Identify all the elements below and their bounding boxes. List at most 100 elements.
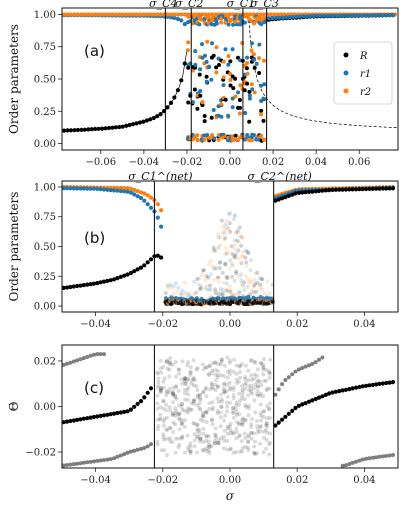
data-point-R <box>252 65 257 70</box>
faded-point <box>179 377 184 382</box>
faded-point <box>186 406 191 411</box>
faded-point <box>201 418 205 423</box>
data-point-r2 <box>117 12 122 17</box>
faded-point <box>188 451 193 456</box>
data-point-lower <box>102 458 106 462</box>
faded-point <box>213 267 218 272</box>
faded-point <box>249 377 254 382</box>
faded-point <box>221 291 226 296</box>
faded-point <box>239 261 244 266</box>
faded-point <box>244 264 249 269</box>
panel-b-points <box>62 184 396 307</box>
data-point-R <box>78 283 83 288</box>
faded-point <box>158 366 163 371</box>
faded-point <box>256 384 260 389</box>
data-point-R <box>200 103 205 108</box>
data-point-r2 <box>221 59 226 64</box>
faded-point <box>164 415 169 420</box>
faded-point <box>161 419 166 424</box>
faded-point <box>220 292 225 297</box>
data-point-r2 <box>202 137 207 142</box>
faded-point <box>179 436 184 441</box>
faded-point <box>197 392 202 397</box>
data-point-r1 <box>226 113 231 118</box>
data-point-middle <box>91 414 96 420</box>
faded-point <box>227 221 232 226</box>
faded-point <box>243 404 248 409</box>
data-point-r1 <box>205 133 210 137</box>
faded-point <box>237 391 242 396</box>
faded-point <box>182 424 187 429</box>
data-point-r2 <box>251 52 256 57</box>
data-point-middle <box>142 395 147 400</box>
data-point-R <box>296 190 301 195</box>
faded-point <box>192 401 197 406</box>
faded-point <box>230 261 235 266</box>
faded-point <box>176 367 181 372</box>
faded-point <box>192 378 197 383</box>
faded-point <box>235 381 239 386</box>
faded-point <box>197 439 202 444</box>
faded-point <box>228 431 233 436</box>
faded-point <box>210 407 215 412</box>
panel-c-points <box>62 352 396 468</box>
data-point-r1 <box>88 186 93 191</box>
x-tick-label: −0.02 <box>147 319 178 330</box>
faded-point <box>237 412 242 417</box>
faded-point <box>192 444 197 449</box>
faded-point <box>239 234 244 239</box>
faded-point <box>192 432 197 437</box>
data-point-r1 <box>193 62 198 67</box>
data-point-r1 <box>209 77 214 82</box>
faded-point <box>231 393 236 398</box>
faded-point <box>239 272 244 277</box>
data-point-r1 <box>247 93 252 98</box>
faded-point <box>207 445 212 450</box>
faded-point <box>201 390 205 395</box>
data-point-lower <box>118 453 123 458</box>
faded-point <box>183 397 187 402</box>
faded-point <box>199 286 204 291</box>
data-point-R <box>261 118 266 123</box>
data-point-r1 <box>226 62 231 67</box>
data-point-R <box>350 187 355 192</box>
data-point-r2 <box>233 94 238 99</box>
faded-point <box>252 398 257 403</box>
data-point-r2 <box>148 195 154 200</box>
data-point-r1 <box>81 186 86 191</box>
data-point-r1 <box>254 61 259 66</box>
data-point-R <box>197 72 202 77</box>
faded-point <box>258 391 263 396</box>
faded-point <box>261 409 266 414</box>
data-point-middle <box>367 383 372 388</box>
data-point-r1 <box>339 13 344 18</box>
y-axis-label: Order parameters <box>7 192 21 302</box>
faded-point <box>227 380 232 385</box>
data-point-r2 <box>120 12 125 17</box>
data-point-r2 <box>103 12 108 17</box>
data-point-r2 <box>219 20 224 25</box>
faded-point <box>264 388 269 393</box>
faded-point <box>201 447 206 452</box>
faded-point <box>194 290 199 295</box>
faded-point <box>189 381 194 386</box>
data-point-r2 <box>195 138 200 143</box>
data-point-r2 <box>132 187 137 192</box>
data-point-R <box>88 282 93 287</box>
faded-point <box>170 413 175 417</box>
faded-point <box>206 371 211 376</box>
data-point-R <box>128 270 133 276</box>
faded-point <box>171 400 175 405</box>
faded-point <box>195 366 200 371</box>
faded-point <box>216 441 221 446</box>
faded-point <box>216 292 221 297</box>
faded-point <box>262 409 267 413</box>
data-point-middle <box>360 384 365 389</box>
data-point-middle <box>340 388 345 393</box>
data-point-R <box>148 117 153 122</box>
faded-point <box>228 287 233 292</box>
data-point-r2 <box>200 100 205 105</box>
faded-point <box>167 362 172 367</box>
faded-point <box>167 405 172 410</box>
data-point-R <box>64 285 70 290</box>
